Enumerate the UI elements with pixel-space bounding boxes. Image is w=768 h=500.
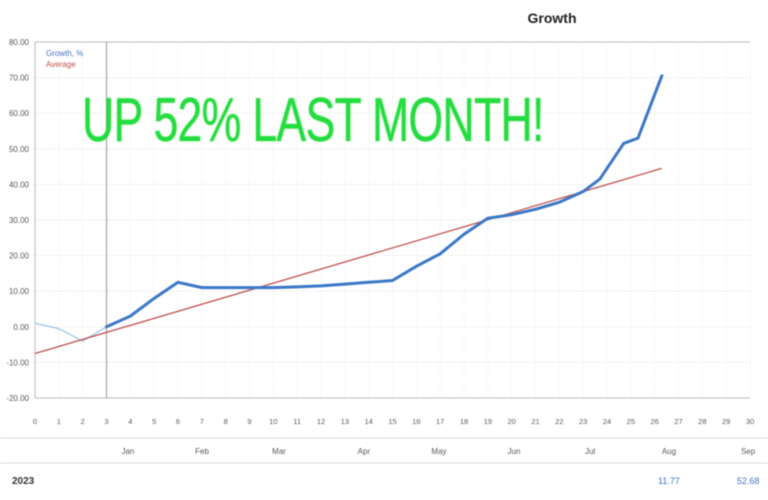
svg-text:23: 23 — [579, 417, 587, 426]
svg-text:15: 15 — [388, 417, 396, 426]
svg-text:5: 5 — [152, 417, 156, 426]
svg-text:70.00: 70.00 — [9, 74, 30, 83]
svg-text:2: 2 — [81, 417, 85, 426]
svg-text:May: May — [431, 447, 446, 456]
svg-text:60.00: 60.00 — [9, 109, 30, 118]
svg-text:Sep: Sep — [741, 447, 756, 456]
svg-text:1: 1 — [57, 417, 61, 426]
svg-text:0: 0 — [33, 417, 37, 426]
svg-text:28: 28 — [698, 417, 706, 426]
svg-text:11.77: 11.77 — [658, 476, 680, 486]
svg-text:30: 30 — [746, 417, 754, 426]
svg-text:80.00: 80.00 — [9, 38, 30, 47]
svg-text:13: 13 — [341, 417, 349, 426]
svg-text:-20.00: -20.00 — [6, 394, 29, 403]
svg-text:21: 21 — [531, 417, 539, 426]
svg-text:18: 18 — [460, 417, 468, 426]
svg-text:8: 8 — [224, 417, 228, 426]
svg-text:Jan: Jan — [121, 447, 134, 456]
svg-text:6: 6 — [176, 417, 180, 426]
svg-text:Apr: Apr — [358, 447, 371, 456]
svg-text:10: 10 — [269, 417, 277, 426]
svg-text:29: 29 — [722, 417, 730, 426]
svg-text:24: 24 — [603, 417, 611, 426]
svg-text:19: 19 — [484, 417, 492, 426]
svg-text:10.00: 10.00 — [9, 287, 30, 296]
svg-text:25: 25 — [627, 417, 635, 426]
svg-text:20: 20 — [507, 417, 515, 426]
svg-text:7: 7 — [200, 417, 204, 426]
svg-text:22: 22 — [555, 417, 563, 426]
svg-text:Aug: Aug — [662, 447, 676, 456]
svg-text:-10.00: -10.00 — [6, 358, 29, 367]
svg-text:Jun: Jun — [508, 447, 521, 456]
svg-text:27: 27 — [674, 417, 682, 426]
svg-text:Feb: Feb — [195, 447, 209, 456]
svg-text:Growth, %: Growth, % — [46, 49, 83, 58]
svg-text:3: 3 — [104, 417, 108, 426]
svg-text:52.68: 52.68 — [737, 476, 760, 486]
svg-text:20.00: 20.00 — [9, 252, 30, 261]
svg-text:40.00: 40.00 — [9, 180, 30, 189]
svg-text:30.00: 30.00 — [9, 216, 30, 225]
svg-text:12: 12 — [317, 417, 325, 426]
svg-text:50.00: 50.00 — [9, 145, 30, 154]
svg-text:2023: 2023 — [12, 476, 35, 487]
svg-text:16: 16 — [412, 417, 420, 426]
svg-text:14: 14 — [364, 417, 372, 426]
svg-text:Average: Average — [46, 60, 76, 69]
svg-text:11: 11 — [293, 417, 301, 426]
svg-text:4: 4 — [128, 417, 132, 426]
svg-text:0.00: 0.00 — [13, 323, 29, 332]
svg-text:Jul: Jul — [585, 447, 595, 456]
svg-text:26: 26 — [650, 417, 658, 426]
svg-text:9: 9 — [247, 417, 251, 426]
svg-text:17: 17 — [436, 417, 444, 426]
svg-text:Mar: Mar — [272, 447, 286, 456]
